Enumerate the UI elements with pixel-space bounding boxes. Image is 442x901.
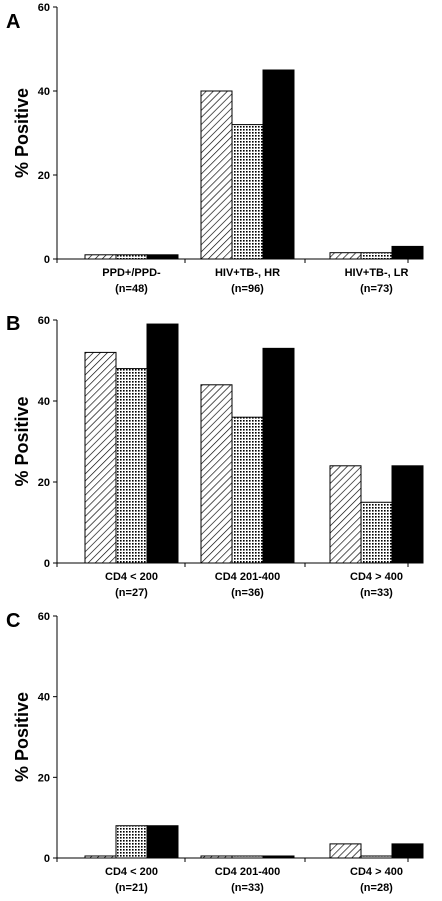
category-label: CD4 > 400 <box>350 571 403 583</box>
y-tick-label: 20 <box>38 772 50 784</box>
panel-label: B <box>6 313 20 335</box>
category-label: HIV+TB-, LR <box>345 267 409 279</box>
y-tick-label: 60 <box>38 611 50 623</box>
bar-dotted <box>115 254 148 260</box>
bar-solid <box>391 245 424 260</box>
bar-solid <box>146 254 179 260</box>
y-tick-label: 60 <box>38 2 50 14</box>
bar-dotted <box>115 368 148 564</box>
panel-b: B % Positive 0 20 40 60 CD4 < 200 (n=27) CD4 201… <box>6 313 424 599</box>
bar-solid <box>262 855 295 859</box>
category-n-label: (n=33) <box>360 587 393 599</box>
category-n-label: (n=36) <box>231 587 264 599</box>
bar-dotted <box>231 416 264 564</box>
category-n-label: (n=28) <box>360 882 393 894</box>
bar-solid <box>262 347 295 564</box>
y-tick-label: 40 <box>38 692 50 704</box>
bar-hatched <box>84 855 117 859</box>
bar-solid <box>146 323 179 564</box>
category-n-label: (n=73) <box>360 283 393 295</box>
category-label: HIV+TB-, HR <box>215 267 280 279</box>
bar-hatched <box>200 384 233 564</box>
bar-solid <box>262 69 295 260</box>
bar-solid <box>391 843 424 859</box>
panel-label: C <box>6 610 20 632</box>
bar-dotted <box>115 825 148 859</box>
y-tick-label: 20 <box>38 477 50 489</box>
category-n-label: (n=21) <box>115 882 148 894</box>
panel-c: C % Positive 0 20 40 60 CD4 < 200 (n=21) CD4 201… <box>6 610 424 894</box>
y-tick-label: 20 <box>38 170 50 182</box>
panels: A % Positive 0 20 40 60 PPD+/PPD- (n=48) HIV+TB-… <box>6 2 424 894</box>
category-label: CD4 > 400 <box>350 866 403 878</box>
y-tick-label: 40 <box>38 86 50 98</box>
bar-hatched <box>329 843 362 859</box>
category-n-label: (n=48) <box>115 283 148 295</box>
bar-solid <box>391 465 424 564</box>
y-axis-label: % Positive <box>12 396 32 486</box>
category-n-label: (n=96) <box>231 283 264 295</box>
bar-hatched <box>200 855 233 859</box>
y-tick-label: 40 <box>38 396 50 408</box>
bar-hatched <box>329 252 362 260</box>
panel-a: A % Positive 0 20 40 60 PPD+/PPD- (n=48) HIV+TB-… <box>6 2 424 295</box>
y-tick-label: 0 <box>44 853 50 865</box>
category-label: PPD+/PPD- <box>102 267 161 279</box>
bar-dotted <box>360 252 393 260</box>
bar-hatched <box>84 351 117 564</box>
bar-hatched <box>329 465 362 564</box>
category-n-label: (n=27) <box>115 587 148 599</box>
panel-label: A <box>6 11 20 33</box>
bar-hatched <box>200 90 233 260</box>
category-n-label: (n=33) <box>231 882 264 894</box>
y-axis-label: % Positive <box>12 692 32 782</box>
y-tick-label: 0 <box>44 254 50 266</box>
y-axis-label: % Positive <box>12 88 32 178</box>
y-tick-label: 0 <box>44 558 50 570</box>
bar-hatched <box>84 254 117 260</box>
category-label: CD4 201-400 <box>215 571 280 583</box>
category-label: CD4 < 200 <box>105 866 158 878</box>
category-label: CD4 < 200 <box>105 571 158 583</box>
category-label: CD4 201-400 <box>215 866 280 878</box>
bar-dotted <box>231 855 264 859</box>
bar-dotted <box>360 855 393 859</box>
y-tick-label: 60 <box>38 315 50 327</box>
bar-dotted <box>360 501 393 564</box>
bar-solid <box>146 825 179 859</box>
bar-dotted <box>231 124 264 260</box>
